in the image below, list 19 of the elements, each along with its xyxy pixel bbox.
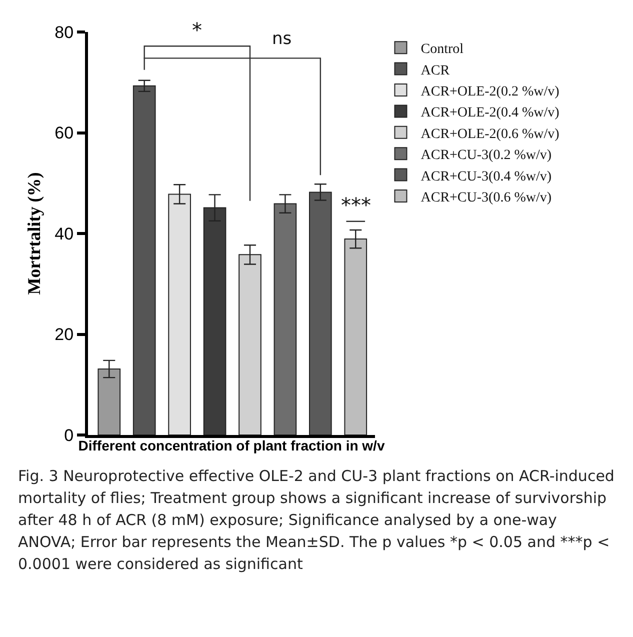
- legend-label: ACR+CU-3(0.2 %w/v): [420, 148, 552, 164]
- legend-label: ACR+CU-3(0.4 %w/v): [420, 169, 552, 184]
- caption: Fig. 3 Neuroprotective effective OLE-2 and CU-3 plant fractions on ACR-induced mortality of flies; Treatment group shows a significant increase of survivorship after 48 h of ACR (8 mM) exposure; Significance analysed by a one-way ANOVA; Error bar represents the Mean±SD. The p values *p < 0.05 and ***p < 0.0001 were considered as significant: [18, 466, 616, 575]
- y-tick-label: 20: [54, 325, 74, 344]
- legend-label: ACR: [420, 63, 450, 78]
- legend-label: Control: [420, 42, 464, 58]
- y-tick-label: 60: [54, 124, 74, 143]
- annotation: *: [192, 18, 202, 42]
- y-axis-title: Mortrtality (%): [24, 172, 44, 295]
- annotation: ***: [341, 193, 371, 217]
- x-axis-title: Different concentration of plant fraction in w/v: [78, 437, 385, 454]
- y-tick-label: 0: [64, 426, 74, 445]
- y-tick-label: 80: [54, 22, 74, 42]
- y-tick-label: 40: [54, 224, 74, 244]
- legend-label: ACR+OLE-2(0.6 %w/v): [420, 126, 560, 142]
- legend-label: ACR+CU-3(0.6 %w/v): [420, 190, 552, 206]
- legend-label: ACR+OLE-2(0.4 %w/v): [420, 106, 560, 121]
- legend-label: ACR+OLE-2(0.2 %w/v): [420, 84, 560, 100]
- annotation: ns: [272, 29, 292, 49]
